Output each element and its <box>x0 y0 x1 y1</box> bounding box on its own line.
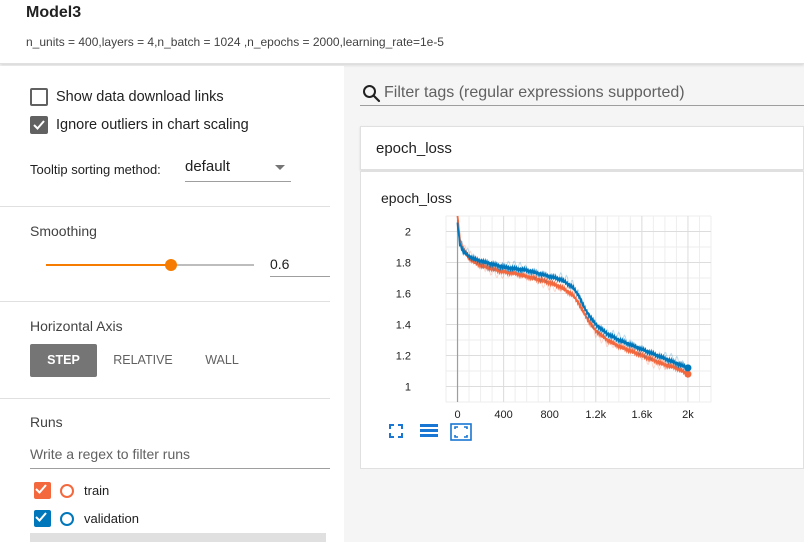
show-download-links-checkbox[interactable] <box>30 88 48 106</box>
show-download-links-label[interactable]: Show data download links <box>56 89 224 105</box>
x-tick-label: 2k <box>682 409 694 421</box>
search-icon <box>363 85 381 103</box>
run-validation-label: validation <box>84 511 139 526</box>
toggle-y-log-icon[interactable] <box>419 423 439 439</box>
smoothing-slider-thumb[interactable] <box>164 259 177 271</box>
axis-wall-button[interactable]: WALL <box>205 353 239 367</box>
x-tick-label: 1.2k <box>585 409 606 421</box>
y-tick-label: 1.6 <box>396 289 411 301</box>
x-tick-label: 1.6k <box>631 409 652 421</box>
loss-chart[interactable]: 0 400 800 1.2k 1.6k 2k 1 1.2 1.4 1.6 1.8 2 <box>361 172 803 422</box>
tag-filter[interactable] <box>360 82 804 106</box>
tag-group-title: epoch_loss <box>376 140 452 157</box>
runs-filter[interactable] <box>30 441 330 469</box>
smoothing-value: 0.6 <box>270 256 290 272</box>
y-tick-label: 1.8 <box>396 258 411 270</box>
tooltip-sort-label: Tooltip sorting method: <box>30 162 161 177</box>
y-tick-label: 1.2 <box>396 351 411 363</box>
fullscreen-icon[interactable] <box>388 423 404 439</box>
tooltip-sort-select[interactable]: default <box>185 156 291 182</box>
header: Model3 n_units = 400,layers = 4,n_batch … <box>0 0 804 64</box>
x-tick-label: 400 <box>494 409 512 421</box>
y-tick-label: 2 <box>405 227 411 239</box>
main-panel: epoch_loss epoch_loss 0 400 800 1.2k 1.6k 2k 1… <box>344 66 804 542</box>
smoothing-title: Smoothing <box>30 223 97 239</box>
run-validation-color-circle[interactable] <box>60 512 74 526</box>
divider <box>0 206 330 207</box>
runs-footer-bar <box>30 533 326 542</box>
series-line-validation <box>456 222 689 372</box>
ignore-outliers-label[interactable]: Ignore outliers in chart scaling <box>56 117 249 133</box>
tag-filter-input[interactable] <box>384 82 799 104</box>
sidebar: Show data download links Ignore outliers… <box>0 66 344 542</box>
axis-relative-button[interactable]: RELATIVE <box>113 353 173 367</box>
series-line-train <box>456 215 689 379</box>
card-title: epoch_loss <box>381 190 452 206</box>
fit-domain-icon[interactable] <box>450 423 472 441</box>
run-train-label: train <box>84 483 110 498</box>
runs-filter-input[interactable] <box>30 441 330 467</box>
series-endpoint-train <box>684 370 692 378</box>
runs-title: Runs <box>30 414 63 430</box>
tag-group-header[interactable]: epoch_loss <box>360 126 804 170</box>
divider <box>0 398 330 399</box>
run-train-checkbox[interactable] <box>34 482 51 499</box>
y-tick-label: 1 <box>405 382 411 394</box>
run-validation-checkbox[interactable] <box>34 510 51 527</box>
y-tick-label: 1.4 <box>396 320 411 332</box>
divider <box>0 301 330 302</box>
scalar-card: epoch_loss 0 400 800 1.2k 1.6k 2k 1 1.2 1.4 1.6 1.… <box>360 171 804 469</box>
page-subtitle: n_units = 400,layers = 4,n_batch = 1024 … <box>26 35 444 49</box>
smoothing-slider-fill <box>46 264 171 266</box>
run-train-color-circle[interactable] <box>60 484 74 498</box>
chevron-down-icon <box>275 165 285 170</box>
page-title: Model3 <box>26 4 82 21</box>
series-endpoint-validation <box>684 364 692 372</box>
ignore-outliers-checkbox[interactable] <box>30 116 48 134</box>
axis-step-button[interactable]: STEP <box>30 344 97 377</box>
horizontal-axis-title: Horizontal Axis <box>30 318 123 334</box>
x-tick-label: 0 <box>454 409 460 421</box>
x-tick-label: 800 <box>541 409 559 421</box>
tooltip-sort-value: default <box>185 158 231 175</box>
smoothing-input[interactable]: 0.6 <box>270 251 330 277</box>
